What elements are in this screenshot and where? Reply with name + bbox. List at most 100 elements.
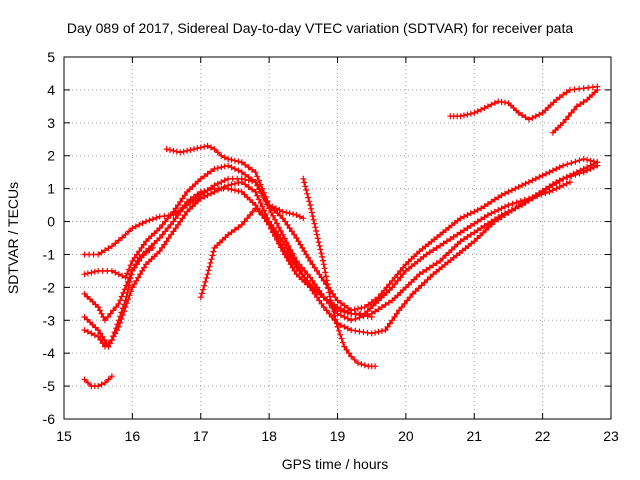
data-point — [389, 317, 396, 324]
data-point — [457, 229, 464, 236]
data-point — [108, 337, 115, 343]
series-s8 — [197, 205, 375, 320]
data-point — [238, 221, 245, 228]
data-point — [508, 207, 515, 214]
data-point — [252, 169, 259, 176]
data-point — [197, 195, 204, 202]
data-point — [153, 214, 160, 221]
data-point — [420, 269, 426, 275]
data-point — [391, 314, 398, 320]
x-tick-label: 22 — [535, 428, 551, 444]
data-point — [167, 212, 174, 218]
data-point — [293, 212, 300, 218]
data-point — [119, 272, 126, 279]
data-point — [478, 106, 485, 113]
data-point — [268, 209, 275, 216]
data-point — [120, 289, 127, 296]
data-point — [197, 175, 204, 182]
data-point — [411, 276, 418, 283]
data-point — [168, 231, 175, 238]
data-point — [323, 307, 330, 314]
data-point — [197, 144, 204, 151]
data-point — [126, 228, 132, 235]
y-tick-label: -3 — [43, 312, 56, 328]
series-line — [84, 181, 571, 348]
data-point — [484, 220, 491, 227]
data-point — [225, 231, 232, 238]
data-point — [170, 218, 177, 225]
data-point — [306, 198, 313, 205]
data-point — [393, 310, 400, 317]
data-point — [322, 269, 329, 276]
data-point — [175, 212, 181, 218]
data-point — [478, 205, 485, 212]
x-tick-label: 18 — [261, 428, 277, 444]
data-point — [340, 339, 346, 346]
data-point — [573, 103, 580, 110]
data-point — [272, 216, 278, 223]
data-point — [204, 170, 211, 177]
data-point — [126, 275, 133, 282]
data-point — [483, 227, 489, 233]
data-point — [402, 284, 409, 291]
data-point — [543, 170, 549, 177]
data-point — [181, 202, 188, 209]
data-point — [440, 240, 447, 247]
data-point — [249, 166, 255, 173]
data-point — [515, 109, 522, 116]
data-point — [546, 169, 553, 176]
data-point — [560, 91, 567, 98]
data-point — [177, 218, 184, 225]
data-point — [286, 225, 293, 232]
data-point — [96, 307, 103, 314]
x-tick-label: 16 — [125, 428, 141, 444]
data-point — [495, 216, 502, 223]
data-point — [505, 209, 512, 216]
data-point — [256, 186, 263, 193]
data-point — [291, 231, 298, 238]
data-point — [218, 152, 225, 159]
data-point — [332, 294, 339, 301]
data-point — [488, 221, 495, 228]
data-point — [318, 250, 325, 257]
data-point — [123, 282, 130, 289]
data-point — [321, 265, 328, 272]
data-point — [301, 248, 308, 255]
data-point — [249, 176, 255, 183]
data-point — [139, 252, 146, 259]
data-point — [219, 237, 226, 243]
data-point — [225, 185, 232, 192]
data-point — [204, 271, 211, 278]
data-point — [282, 218, 289, 225]
data-point — [170, 228, 177, 235]
data-point — [97, 337, 104, 343]
data-point — [553, 165, 560, 172]
data-point — [98, 310, 105, 317]
data-point — [235, 179, 242, 186]
data-point — [320, 304, 327, 311]
y-tick-label: 1 — [47, 181, 55, 197]
data-point — [231, 187, 238, 194]
data-point — [412, 288, 419, 295]
data-point — [526, 195, 532, 202]
data-point — [208, 144, 214, 151]
data-point — [331, 312, 338, 319]
data-point — [127, 262, 134, 269]
data-point — [471, 238, 478, 245]
data-point — [451, 243, 458, 250]
data-point — [118, 309, 125, 316]
data-point — [300, 175, 307, 182]
data-point — [457, 215, 464, 222]
data-point — [334, 297, 341, 304]
data-point — [266, 202, 273, 209]
data-point — [314, 235, 321, 242]
data-point — [275, 224, 282, 231]
data-point — [163, 146, 170, 153]
data-point — [560, 175, 567, 182]
data-point — [202, 278, 209, 285]
data-point — [81, 327, 88, 334]
data-point — [372, 300, 379, 307]
data-point — [562, 116, 569, 123]
data-point — [317, 246, 324, 253]
data-point — [461, 213, 467, 220]
